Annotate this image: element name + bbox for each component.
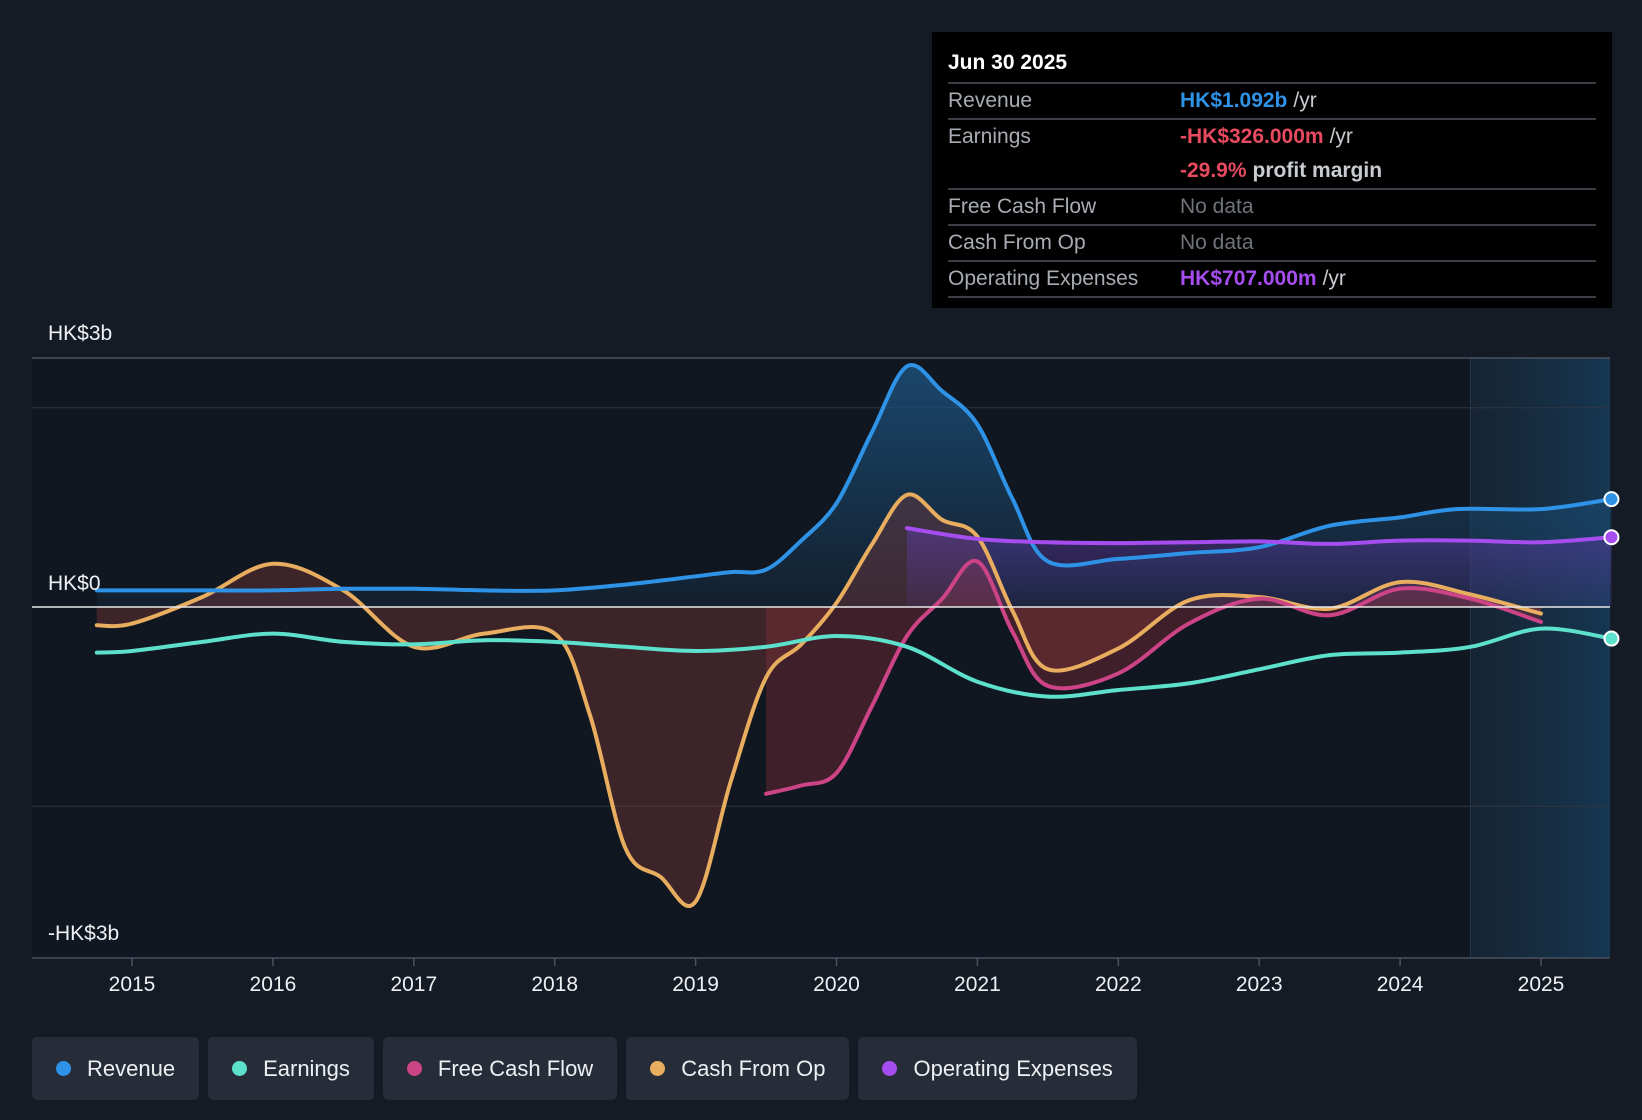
tooltip-row-earnings: Earnings -HK$326.000m /yr xyxy=(948,118,1596,154)
tooltip-label: Revenue xyxy=(948,89,1033,112)
legend-item-free-cash-flow[interactable]: Free Cash Flow xyxy=(382,1037,618,1100)
legend-label: Operating Expenses xyxy=(913,1055,1113,1081)
legend-label: Earnings xyxy=(263,1055,350,1081)
tooltip-unit: /yr xyxy=(1322,267,1346,290)
legend-item-earnings[interactable]: Earnings xyxy=(208,1037,374,1100)
tooltip-label: Free Cash Flow xyxy=(948,195,1097,218)
area-revenue xyxy=(96,364,1612,607)
tooltip-row-free-cash-flow: Free Cash Flow No data xyxy=(948,188,1596,224)
tooltip-row-cash-from-op: Cash From Op No data xyxy=(948,224,1596,260)
tooltip-value: No data xyxy=(1180,195,1254,218)
revenue-dot-icon xyxy=(56,1061,71,1076)
tooltip-value: HK$707.000m xyxy=(1180,267,1317,290)
x-tick-label: 2016 xyxy=(250,973,297,996)
legend: Revenue Earnings Free Cash Flow Cash Fro… xyxy=(32,1037,1137,1100)
tooltip-date: Jun 30 2025 xyxy=(948,51,1068,74)
tooltip-unit: profit margin xyxy=(1252,159,1383,182)
y-axis-label: HK$0 xyxy=(48,572,101,595)
legend-item-revenue[interactable]: Revenue xyxy=(32,1037,200,1100)
earnings-dot-icon xyxy=(232,1061,248,1076)
line-earnings xyxy=(94,626,1614,699)
tooltip-row-profit-margin: -29.9% profit margin xyxy=(948,154,1596,188)
legend-label: Cash From Op xyxy=(681,1055,826,1081)
operating-expenses-dot-icon xyxy=(882,1061,898,1076)
free-cash-flow-dot-icon xyxy=(406,1061,422,1076)
tooltip: Jun 30 2025 Revenue HK$1.092b /yr Earnin… xyxy=(932,32,1612,308)
legend-label: Free Cash Flow xyxy=(437,1055,594,1081)
tooltip-value: HK$1.092b xyxy=(1180,89,1288,112)
plot-area xyxy=(32,358,1610,958)
x-tick-label: 2024 xyxy=(1377,973,1424,996)
x-tick-label: 2023 xyxy=(1236,973,1283,996)
y-axis-label: HK$3b xyxy=(48,322,112,345)
line-revenue xyxy=(94,363,1614,593)
tooltip-label: Earnings xyxy=(948,125,1031,148)
tooltip-value: No data xyxy=(1180,231,1254,254)
end-marker-operating-expenses[interactable] xyxy=(1603,529,1620,546)
tooltip-value: -29.9% xyxy=(1180,159,1247,182)
line-cash-from-op xyxy=(94,492,1543,908)
legend-item-cash-from-op[interactable]: Cash From Op xyxy=(626,1037,850,1100)
x-tick-label: 2019 xyxy=(672,973,719,996)
x-tick-label: 2018 xyxy=(531,973,578,996)
x-tick-label: 2017 xyxy=(390,973,437,996)
x-tick-label: 2025 xyxy=(1518,973,1565,996)
line-operating-expenses xyxy=(905,526,1614,546)
cash-from-op-dot-icon xyxy=(650,1061,666,1076)
tooltip-label: Cash From Op xyxy=(948,231,1086,254)
y-axis-label: -HK$3b xyxy=(48,922,119,945)
legend-label: Revenue xyxy=(87,1055,176,1081)
tooltip-unit: /yr xyxy=(1329,125,1353,148)
end-marker-revenue[interactable] xyxy=(1603,491,1620,508)
tooltip-row-operating-expenses: Operating Expenses HK$707.000m /yr xyxy=(948,260,1596,298)
x-tick-label: 2020 xyxy=(813,973,860,996)
tooltip-unit: /yr xyxy=(1293,89,1317,112)
x-tick-label: 2022 xyxy=(1095,973,1142,996)
legend-item-operating-expenses[interactable]: Operating Expenses xyxy=(858,1037,1137,1100)
end-marker-earnings[interactable] xyxy=(1603,630,1620,647)
past-data-region xyxy=(1470,358,1610,958)
x-tick-label: 2021 xyxy=(954,973,1001,996)
tooltip-label: Operating Expenses xyxy=(948,267,1139,290)
tooltip-value: -HK$326.000m xyxy=(1180,125,1324,148)
x-tick-label: 2015 xyxy=(109,973,156,996)
line-free-cash-flow xyxy=(764,558,1543,796)
tooltip-row-revenue: Revenue HK$1.092b /yr xyxy=(948,82,1596,118)
